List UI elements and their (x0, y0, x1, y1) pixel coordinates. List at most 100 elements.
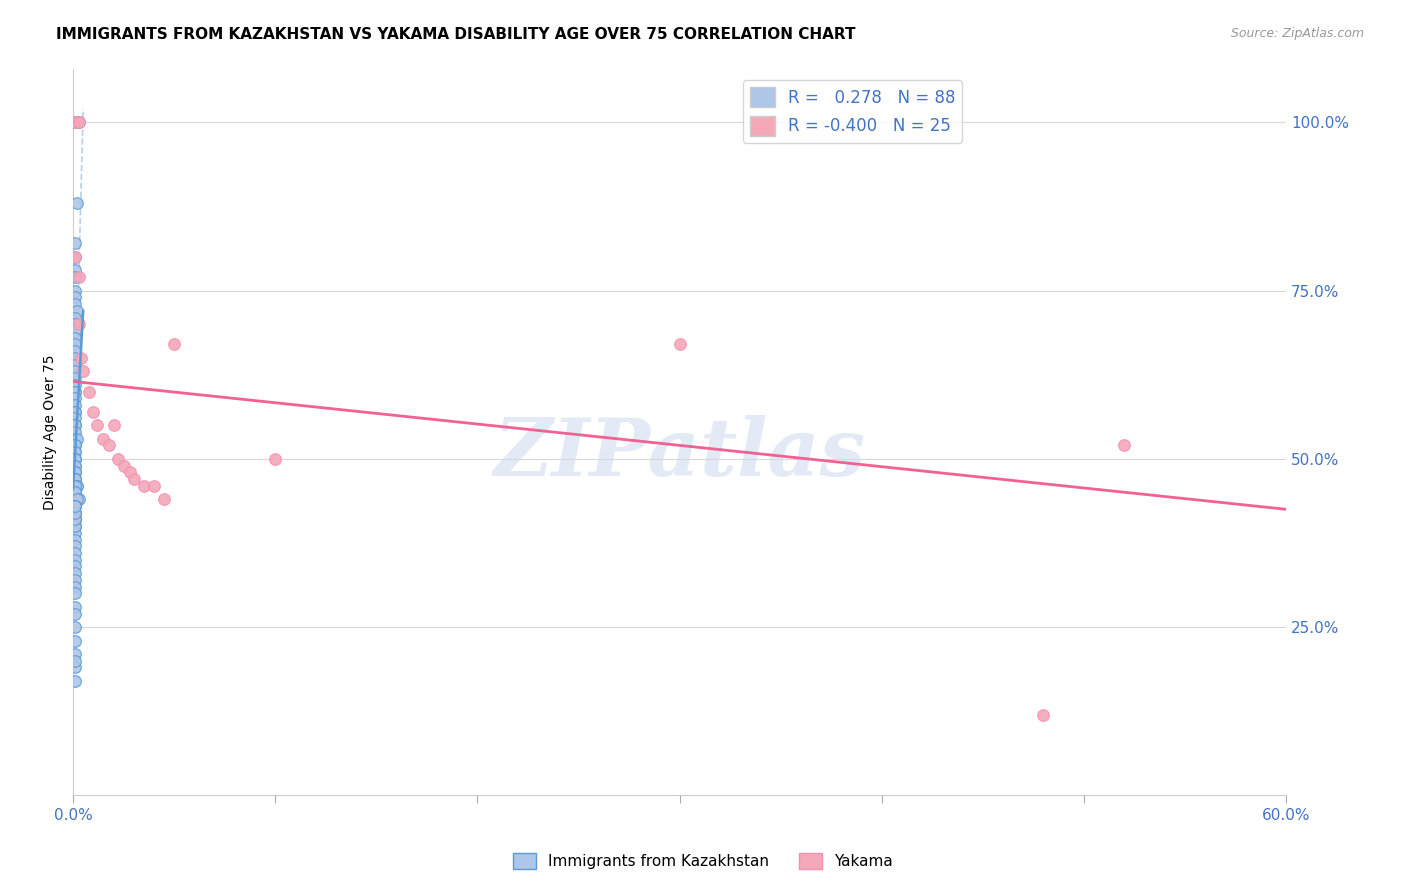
Point (67, 115, 90, 129)
Legend: Immigrants from Kazakhstan, Yakama: Immigrants from Kazakhstan, Yakama (506, 847, 900, 875)
Y-axis label: Disability Age Over 75: Disability Age Over 75 (44, 354, 58, 509)
Point (63, 358, 86, 372)
Point (63, 445, 86, 459)
Point (63, 499, 86, 513)
Point (63, 673, 86, 688)
Point (142, 479, 165, 493)
Point (63, 633, 86, 648)
Point (67, 270, 90, 285)
Point (63, 351, 86, 365)
Point (63, 465, 86, 479)
Point (63, 115, 86, 129)
Point (107, 451, 129, 466)
Point (63, 371, 86, 385)
Point (63, 458, 86, 473)
Point (63, 566, 86, 581)
Point (77, 384, 100, 399)
Point (63, 553, 86, 567)
Point (63, 432, 86, 446)
Point (98, 438, 121, 452)
Point (63, 317, 86, 331)
Point (63, 364, 86, 378)
Point (63, 586, 86, 600)
Point (86, 418, 108, 433)
Point (66, 479, 89, 493)
Point (63, 559, 86, 574)
Text: IMMIGRANTS FROM KAZAKHSTAN VS YAKAMA DISABILITY AGE OVER 75 CORRELATION CHART: IMMIGRANTS FROM KAZAKHSTAN VS YAKAMA DIS… (56, 27, 856, 42)
Point (63, 263, 86, 277)
Legend: R =   0.278   N = 88, R = -0.400   N = 25: R = 0.278 N = 88, R = -0.400 N = 25 (744, 80, 962, 143)
Point (63, 472, 86, 486)
Point (66, 196, 89, 211)
Point (66, 479, 89, 493)
Point (63, 115, 86, 129)
Point (63, 310, 86, 325)
Point (63, 451, 86, 466)
Point (63, 506, 86, 520)
Point (63, 465, 86, 479)
Point (63, 512, 86, 526)
Point (63, 660, 86, 674)
Point (63, 418, 86, 433)
Point (63, 499, 86, 513)
Point (63, 472, 86, 486)
Point (63, 445, 86, 459)
Point (63, 411, 86, 425)
Point (63, 398, 86, 412)
Point (63, 290, 86, 304)
Point (63, 438, 86, 452)
Point (63, 647, 86, 661)
Point (63, 472, 86, 486)
Point (63, 384, 86, 399)
Point (63, 573, 86, 587)
Point (118, 465, 141, 479)
Point (63, 580, 86, 594)
Point (63, 519, 86, 533)
Point (264, 451, 287, 466)
Point (93, 432, 115, 446)
Point (153, 492, 176, 507)
Point (63, 506, 86, 520)
Text: Source: ZipAtlas.com: Source: ZipAtlas.com (1230, 27, 1364, 40)
Point (63, 418, 86, 433)
Point (63, 546, 86, 560)
Point (67, 492, 90, 507)
Point (66, 432, 89, 446)
Point (63, 405, 86, 419)
Point (63, 607, 86, 621)
Text: ZIPatlas: ZIPatlas (494, 415, 866, 492)
Point (63, 384, 86, 399)
Point (67, 317, 90, 331)
Point (1032, 707, 1054, 722)
Point (63, 506, 86, 520)
Point (63, 506, 86, 520)
Point (63, 425, 86, 439)
Point (63, 519, 86, 533)
Point (63, 620, 86, 634)
Point (66, 303, 89, 318)
Point (70, 351, 93, 365)
Point (1114, 438, 1136, 452)
Point (63, 284, 86, 298)
Point (63, 331, 86, 345)
Point (63, 485, 86, 500)
Point (163, 337, 186, 351)
Point (63, 250, 86, 264)
Point (63, 451, 86, 466)
Point (63, 391, 86, 405)
Point (63, 539, 86, 553)
Point (63, 250, 86, 264)
Point (63, 512, 86, 526)
Point (63, 599, 86, 614)
Point (63, 485, 86, 500)
Point (63, 377, 86, 392)
Point (63, 337, 86, 351)
Point (63, 654, 86, 668)
Point (82, 405, 104, 419)
Point (63, 519, 86, 533)
Point (72, 364, 94, 378)
Point (63, 525, 86, 540)
Point (63, 451, 86, 466)
Point (668, 337, 690, 351)
Point (132, 479, 155, 493)
